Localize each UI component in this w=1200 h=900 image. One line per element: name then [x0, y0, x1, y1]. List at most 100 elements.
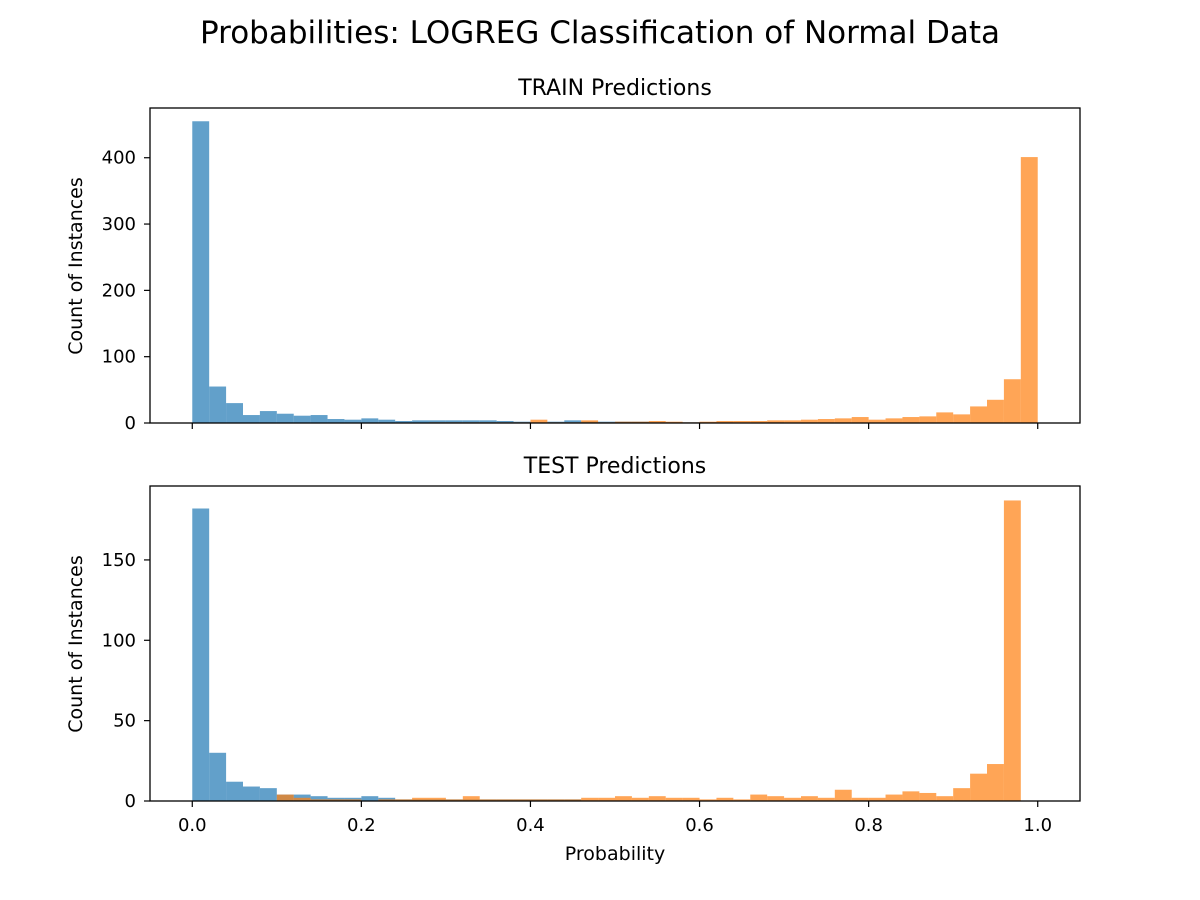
test-bar-class1-21	[547, 799, 565, 801]
train-y-tick-label: 100	[102, 347, 136, 368]
figure-suptitle: Probabilities: LOGREG Classification of …	[200, 15, 1000, 51]
train-panel: TRAIN Predictions Count of Instances 0 10…	[65, 76, 1081, 434]
train-y-tick-label: 0	[125, 413, 136, 434]
train-bar-class0-13	[412, 420, 429, 423]
test-x-tick-label: 0.0	[178, 815, 207, 836]
test-bar-class1-42	[902, 791, 920, 801]
test-x-tick-label: 1.0	[1023, 815, 1052, 836]
test-bar-class1-22	[564, 799, 582, 801]
test-bar-class1-13	[412, 797, 429, 801]
train-bar-class0-16	[462, 420, 480, 423]
train-bar-class0-3	[243, 415, 260, 423]
train-bar-class1-44	[936, 412, 954, 423]
test-bar-class1-11	[378, 799, 396, 801]
test-bar-class1-27	[648, 796, 666, 801]
test-bar-class1-8	[327, 799, 345, 801]
test-bar-class1-30	[699, 799, 717, 801]
train-bar-class0-5	[276, 413, 294, 423]
test-bar-class0-2	[226, 781, 243, 801]
train-bar-class1-33	[750, 421, 768, 423]
train-bar-class0-17	[479, 420, 497, 423]
train-bar-class1-47	[987, 399, 1004, 423]
train-bar-class0-15	[445, 420, 463, 423]
train-bar-class1-37	[817, 419, 835, 423]
test-bar-class1-32	[733, 799, 751, 801]
train-bar-class0-8	[327, 419, 345, 423]
test-bar-class1-47	[987, 764, 1004, 801]
train-bar-class0-11	[378, 419, 396, 423]
test-bar-class0-0	[192, 508, 210, 801]
test-axes-frame	[149, 485, 1081, 802]
test-bar-class0-11	[378, 797, 396, 801]
test-x-tick-label: 0.8	[854, 815, 883, 836]
train-bar-class0-9	[344, 419, 362, 423]
test-bar-class1-9	[344, 799, 362, 801]
train-bar-class0-22	[564, 420, 582, 423]
test-bar-class1-31	[716, 797, 734, 801]
test-bar-class0-3	[243, 786, 260, 801]
test-bars	[192, 500, 1021, 801]
test-bar-class1-5	[276, 794, 294, 801]
train-bar-class1-39	[851, 417, 869, 423]
train-bar-class1-31	[716, 421, 734, 423]
train-bar-class0-18	[496, 421, 514, 423]
test-y-tick-label: 0	[125, 791, 136, 812]
train-bar-class1-30	[699, 421, 717, 423]
test-bar-class1-38	[834, 789, 852, 801]
train-bar-class0-6	[293, 415, 311, 423]
test-bar-class1-24	[598, 797, 615, 801]
test-y-tick-label: 50	[113, 711, 136, 732]
test-bar-class1-43	[919, 792, 937, 801]
test-bar-class1-28	[665, 797, 683, 801]
train-bar-class0-2	[226, 403, 243, 423]
test-bar-class1-44	[936, 796, 954, 801]
train-bar-class1-45	[953, 414, 971, 423]
train-bar-class1-32	[733, 421, 751, 423]
train-bar-class0-1	[209, 386, 227, 423]
train-bar-class1-23	[581, 420, 599, 423]
train-y-tick-label: 400	[102, 148, 136, 169]
train-bar-class1-41	[885, 418, 903, 423]
test-bar-class1-40	[868, 797, 886, 801]
test-bar-class1-19	[513, 799, 531, 801]
train-bar-class1-36	[801, 419, 818, 423]
test-bar-class0-8	[327, 797, 345, 801]
test-y-tick-label: 100	[102, 630, 136, 651]
train-bars	[192, 121, 1038, 424]
train-bar-class0-0	[192, 121, 210, 424]
test-bar-class1-16	[462, 796, 480, 801]
test-bar-class1-15	[445, 799, 463, 801]
test-bar-class1-25	[615, 796, 632, 801]
test-bar-class0-1	[209, 752, 227, 801]
train-panel-title: TRAIN Predictions	[517, 76, 712, 101]
test-panel-title: TEST Predictions	[523, 454, 707, 479]
train-bar-class0-14	[429, 420, 446, 423]
test-bar-class1-6	[293, 797, 311, 801]
test-bar-class1-36	[801, 796, 818, 801]
test-bar-class1-29	[682, 797, 700, 801]
train-bar-class0-12	[395, 421, 413, 423]
train-bar-class1-28	[665, 421, 683, 423]
test-bar-class1-26	[631, 797, 649, 801]
test-bar-class1-45	[953, 788, 971, 801]
test-bar-class0-4	[259, 788, 277, 801]
train-ticks: 0 100 200 300 400	[102, 148, 1039, 434]
train-axes-frame	[149, 107, 1081, 424]
train-bar-class1-49	[1020, 157, 1038, 424]
train-bar-class1-46	[970, 406, 987, 423]
train-bar-class1-42	[902, 417, 920, 423]
test-ticks: 0.0 0.2 0.4 0.6 0.8 1.0 0 50 100 150	[102, 550, 1052, 836]
test-bar-class1-17	[479, 799, 497, 801]
train-bar-class1-38	[834, 418, 852, 423]
test-x-tick-label: 0.2	[347, 815, 376, 836]
test-bar-class0-10	[361, 796, 379, 801]
test-bar-class1-35	[784, 797, 801, 801]
test-bar-class1-48	[1003, 500, 1021, 801]
train-bar-class1-35	[784, 420, 801, 423]
train-bar-class1-27	[648, 421, 666, 423]
test-y-axis-label: Count of Instances	[65, 555, 87, 733]
test-x-tick-label: 0.4	[516, 815, 545, 836]
train-bar-class1-25	[615, 421, 632, 423]
train-bar-class0-7	[310, 415, 328, 423]
